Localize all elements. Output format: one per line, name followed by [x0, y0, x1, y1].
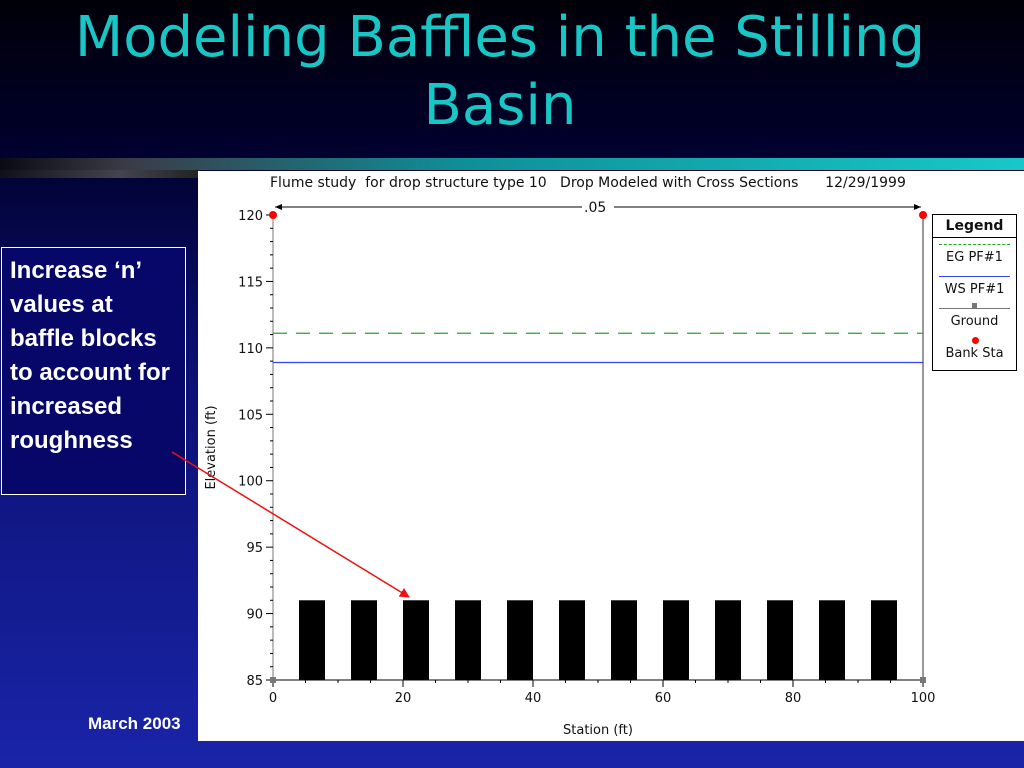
- baffle-block-10: [767, 600, 793, 680]
- baffle-block-4: [455, 600, 481, 680]
- legend-label-eg: EG PF#1: [946, 250, 1003, 265]
- n-span-arrow-right: [914, 204, 921, 210]
- baffle-block-1: [299, 600, 325, 680]
- baffle-block-12: [871, 600, 897, 680]
- x-tick-label-60: 60: [655, 691, 672, 706]
- ground-marker-right: [920, 677, 926, 683]
- x-axis-label: Station (ft): [563, 723, 633, 738]
- baffle-block-5: [507, 600, 533, 680]
- x-tick-label-40: 40: [525, 691, 542, 706]
- y-tick-label-90: 90: [246, 608, 263, 623]
- y-tick-label-85: 85: [246, 674, 263, 689]
- legend-item-ws: WS PF#1: [933, 270, 1016, 302]
- x-tick-label-0: 0: [269, 691, 277, 706]
- slide-title-line-2: Basin: [423, 73, 577, 138]
- title-divider: [0, 158, 1024, 170]
- bank-station-marker-2: [919, 211, 927, 219]
- n-value-label: .05: [584, 200, 606, 216]
- x-tick-label-100: 100: [911, 691, 936, 706]
- legend-label-bank-sta: Bank Sta: [945, 346, 1004, 361]
- baffle-block-9: [715, 600, 741, 680]
- y-tick-label-105: 105: [238, 408, 263, 423]
- slide-title: Modeling Baffles in the Stilling Basin: [0, 4, 1000, 140]
- chart: 85 90 95 100 105 110 115 120 0 20 40 60 80 100 Station…: [204, 199, 936, 738]
- y-tick-label-115: 115: [238, 275, 263, 290]
- baffle-block-11: [819, 600, 845, 680]
- callout-box: Increase ‘n’ values at baffle blocks to …: [1, 247, 186, 495]
- n-value-label-bg: [582, 199, 614, 215]
- legend-swatch-ws: [939, 276, 1010, 277]
- legend-label-ws: WS PF#1: [944, 282, 1005, 297]
- legend-label-ground: Ground: [950, 314, 999, 329]
- bank-station-marker-1: [269, 211, 277, 219]
- baffle-block-2: [351, 600, 377, 680]
- legend-item-eg: EG PF#1: [933, 238, 1016, 270]
- legend-marker-ground: [971, 303, 977, 308]
- legend-swatch-eg: [939, 244, 1010, 245]
- chart-title: Flume study for drop structure type 10 D…: [270, 175, 906, 191]
- y-tick-label-95: 95: [246, 541, 263, 556]
- baffle-block-8: [663, 600, 689, 680]
- chart-panel: 85 90 95 100 105 110 115 120 0 20 40 60 80 100 Station…: [198, 171, 1024, 741]
- legend-title: Legend: [933, 215, 1016, 238]
- legend: Legend EG PF#1 WS PF#1 Ground Bank Sta: [932, 214, 1017, 371]
- x-tick-label-80: 80: [785, 691, 802, 706]
- footer-date: March 2003: [88, 714, 181, 733]
- slide-title-line-1: Modeling Baffles in the Stilling: [74, 5, 926, 70]
- legend-item-bank-sta: Bank Sta: [933, 334, 1016, 366]
- y-tick-label-100: 100: [238, 475, 263, 490]
- y-tick-label-120: 120: [238, 209, 263, 224]
- y-axis-label: Elevation (ft): [204, 405, 219, 489]
- legend-swatch-ground: [939, 308, 1010, 309]
- baffle-block-3: [403, 600, 429, 680]
- x-tick-label-20: 20: [395, 691, 412, 706]
- legend-marker-bank-sta: [971, 337, 979, 344]
- n-span-arrow-left: [275, 204, 282, 210]
- baffle-block-7: [611, 600, 637, 680]
- y-tick-label-110: 110: [238, 342, 263, 357]
- ground-marker-left: [270, 677, 276, 683]
- legend-item-ground: Ground: [933, 302, 1016, 334]
- title-divider-shadow: [0, 170, 200, 178]
- baffle-block-6: [559, 600, 585, 680]
